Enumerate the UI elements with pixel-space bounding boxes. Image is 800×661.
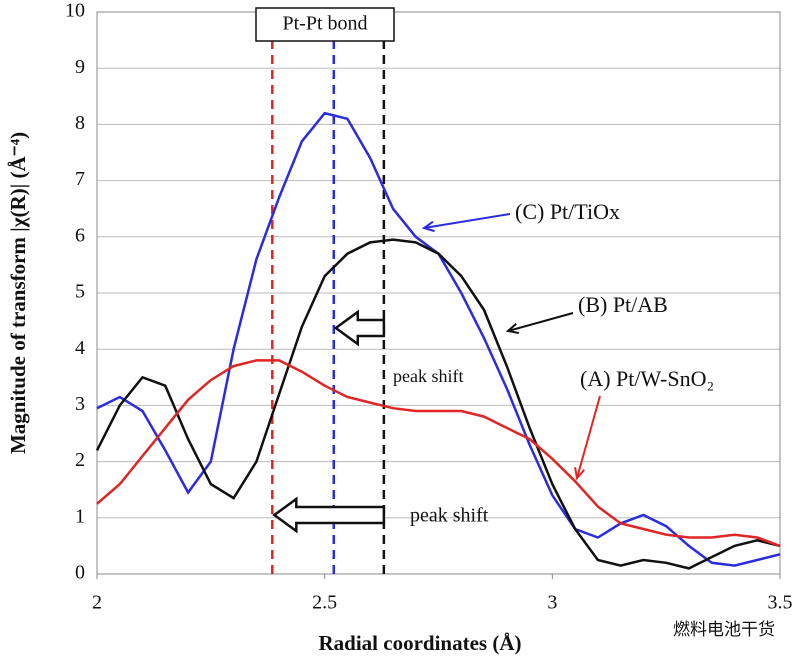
series-label: (C) Pt/TiOx	[515, 199, 620, 224]
y-tick-label: 10	[65, 0, 85, 22]
label-pointer-head	[505, 322, 520, 334]
label-pointer-head	[574, 466, 586, 481]
x-tick-label: 3.5	[768, 592, 793, 614]
watermark: 燃料电池干货	[673, 620, 775, 640]
y-tick-label: 5	[75, 281, 85, 303]
bond-label: Pt-Pt bond	[282, 13, 367, 35]
shift-label: peak shift	[410, 505, 489, 527]
x-tick-label: 2.5	[312, 592, 337, 614]
label-pointer	[576, 395, 601, 479]
y-tick-label: 2	[75, 449, 85, 471]
shift-label: peak shift	[393, 366, 463, 386]
data-line	[95, 238, 781, 570]
y-tick-label: 6	[75, 224, 85, 246]
label-pointer-head	[421, 220, 435, 233]
series-label: (B) Pt/AB	[578, 292, 668, 317]
data-line	[96, 359, 781, 548]
label-pointer	[423, 213, 511, 229]
y-tick-label: 4	[75, 337, 85, 359]
x-tick-label: 3	[547, 592, 557, 614]
plot-frame	[96, 11, 781, 575]
y-tick-label: 0	[75, 562, 85, 584]
bond-box	[255, 7, 395, 42]
label-pointer	[507, 312, 574, 332]
y-tick-label: 1	[75, 505, 85, 527]
y-tick-label: 3	[75, 393, 85, 415]
x-axis-label: Radial coordinates (Å)	[319, 631, 522, 655]
y-tick-label: 8	[75, 112, 85, 134]
series-label: (A) Pt/W-SnO₂	[580, 366, 714, 391]
y-axis-label: Magnitude of transform |χ(R)| (Å⁻⁴)	[6, 132, 30, 454]
x-tick-label: 2	[92, 592, 102, 614]
shift-arrow	[333, 309, 386, 347]
y-tick-label: 7	[75, 168, 85, 190]
y-tick-label: 9	[75, 56, 85, 78]
shift-arrow	[272, 496, 386, 534]
